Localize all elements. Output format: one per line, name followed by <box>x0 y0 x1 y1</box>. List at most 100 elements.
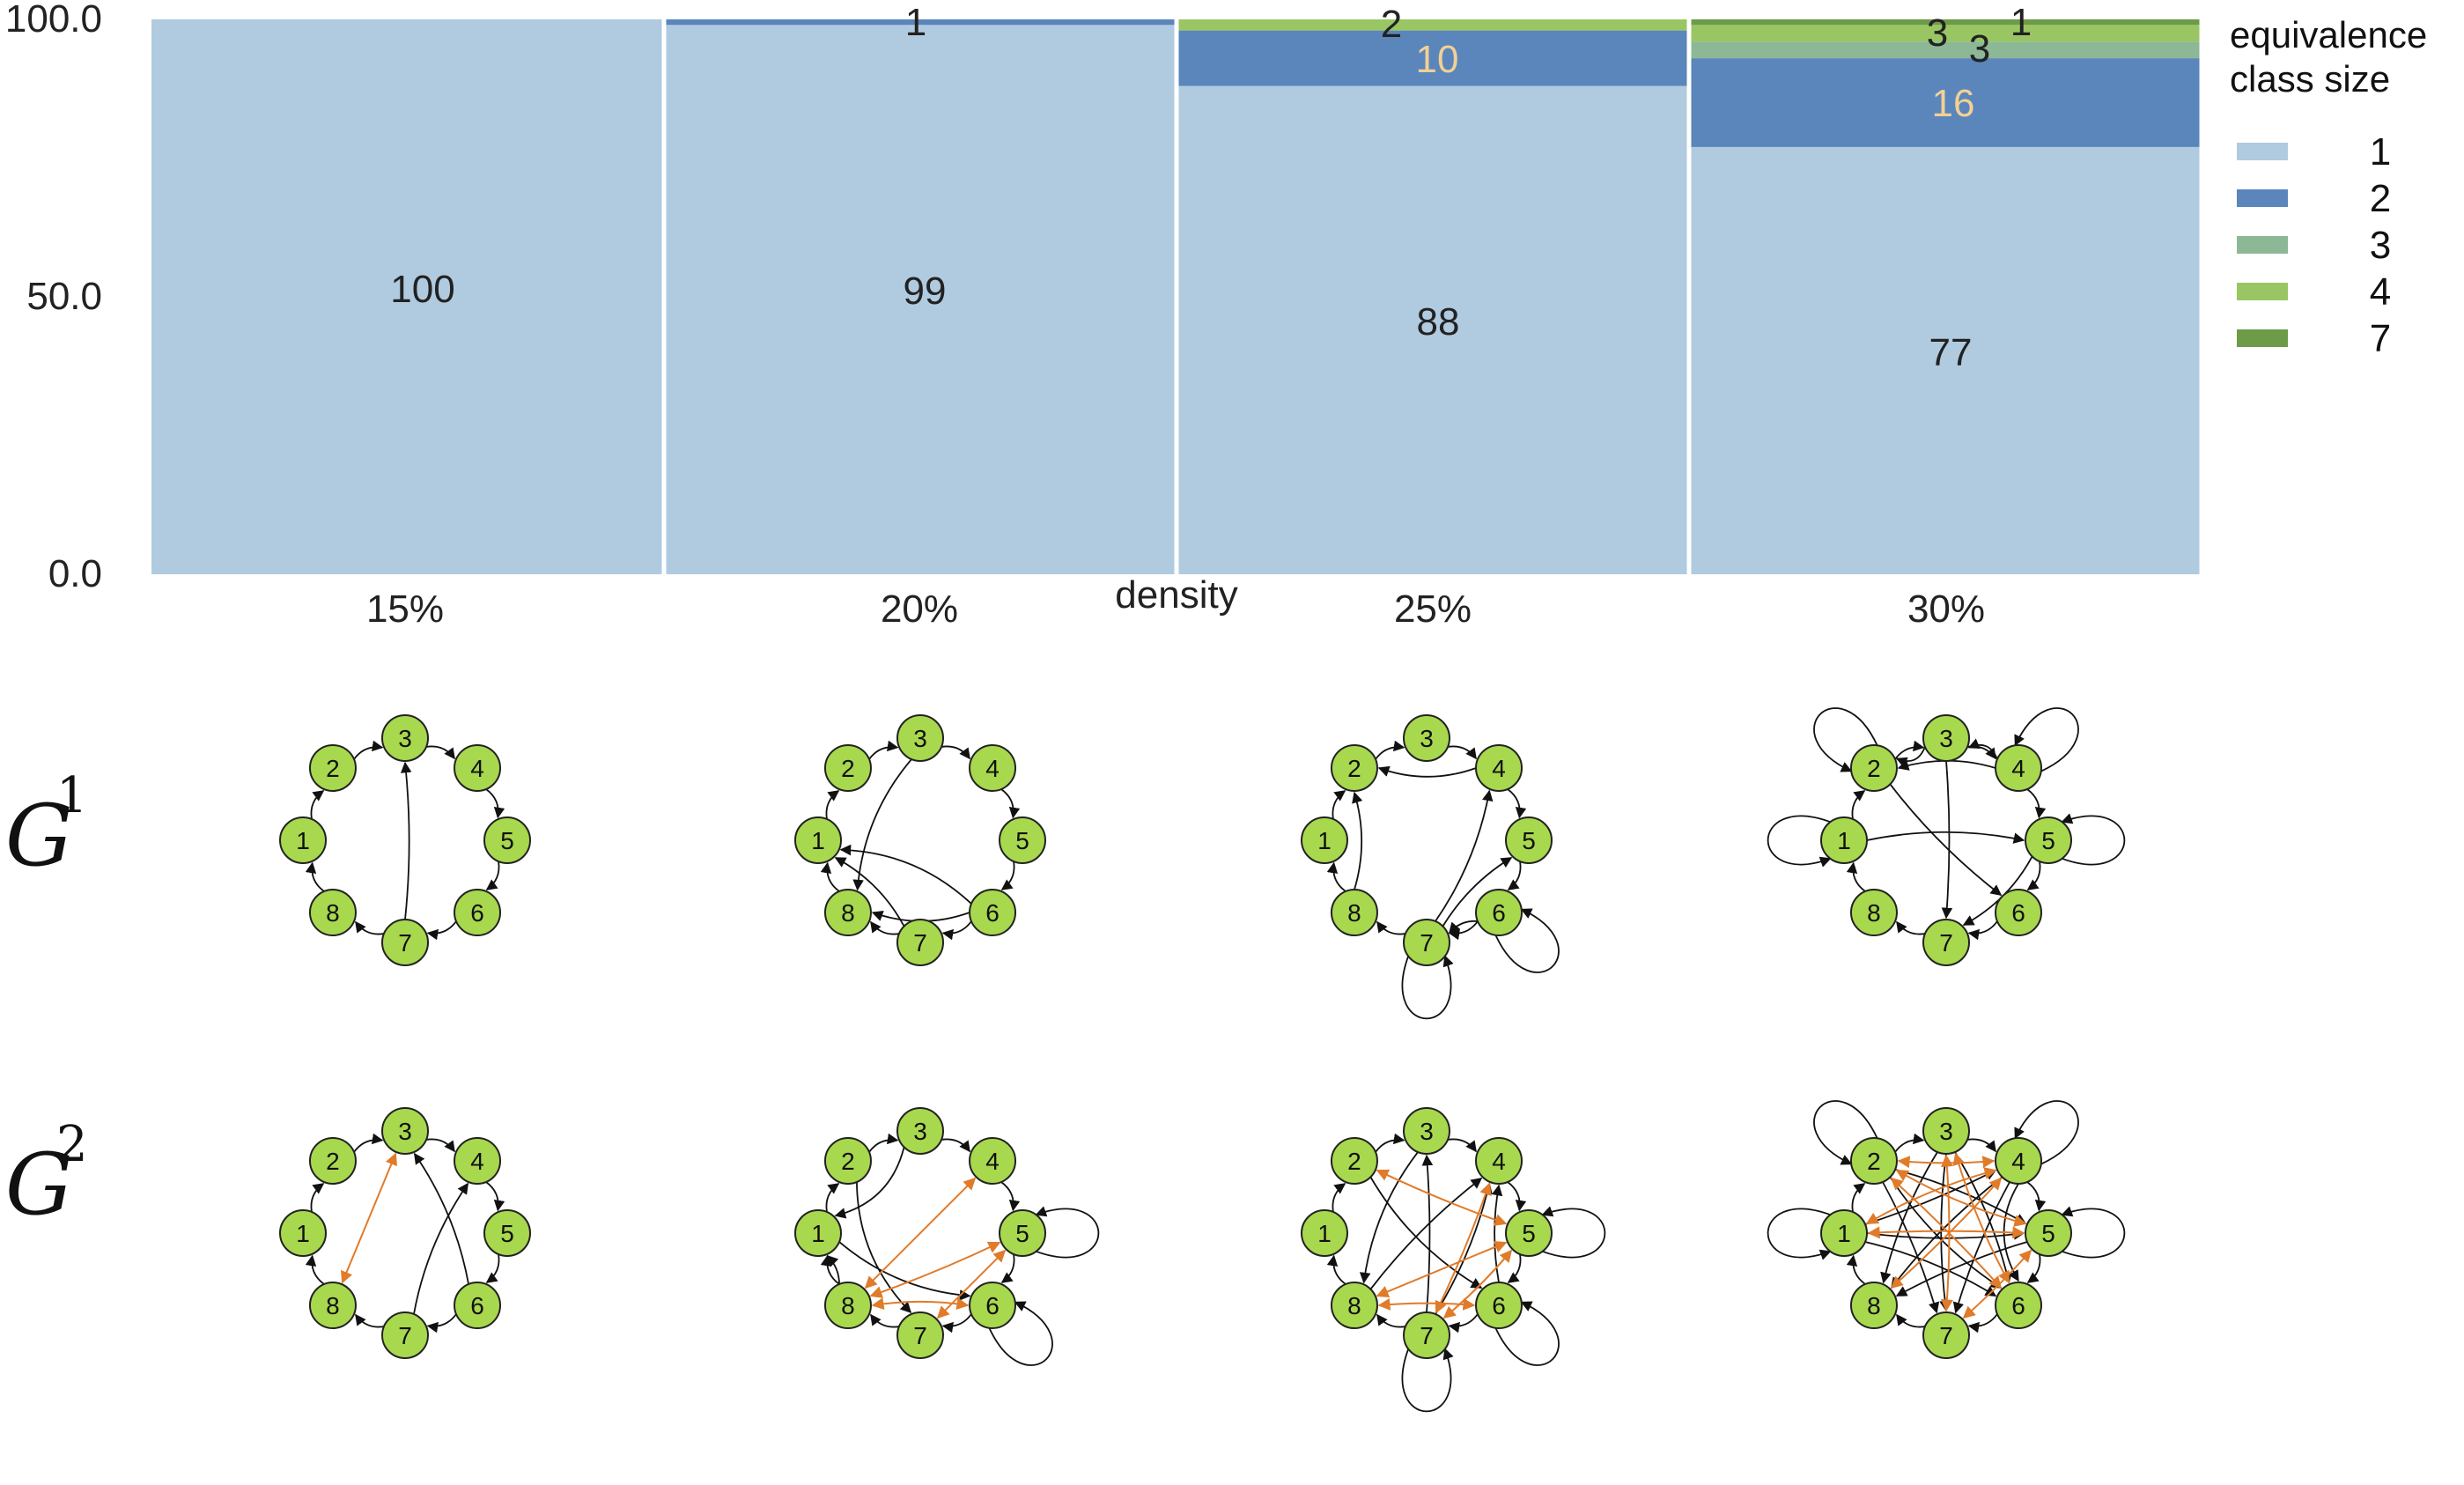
graph-edge <box>2026 788 2047 819</box>
graph-node-label: 8 <box>841 1292 855 1319</box>
graph-node-8 <box>1849 1282 1898 1330</box>
graph-edge <box>1889 783 2003 896</box>
graph-self-loop <box>1767 1208 1832 1260</box>
graph-self-loop <box>2014 707 2079 772</box>
graph-self-loop <box>1767 815 1832 868</box>
graph-node-1 <box>1301 1209 1348 1257</box>
bar-segment-25pct-size-2 <box>1178 30 1687 86</box>
network-g2-15pct: 1 2 3 4 5 6 7 8 <box>279 1107 531 1359</box>
graph-edge <box>1966 1138 1996 1153</box>
graph-edge <box>1375 740 1405 760</box>
graph-node-label: 4 <box>470 755 484 782</box>
graph-self-loop <box>1494 1301 1560 1366</box>
graph-node-label: 7 <box>398 929 412 957</box>
graph-edge <box>941 1138 970 1153</box>
x-tick-label: 20% <box>881 587 958 631</box>
graph-node-4 <box>969 1136 1017 1185</box>
graph-node-3 <box>1403 714 1450 762</box>
graph-node-4 <box>969 743 1017 792</box>
graph-node-6 <box>1475 1282 1523 1330</box>
data-label-30pct-size-4: 3 <box>1927 11 1948 55</box>
graph-edge <box>1377 765 1477 778</box>
graph-edge <box>1507 1253 1522 1283</box>
graph-edge <box>1967 1313 1998 1334</box>
x-tick-label: 25% <box>1394 587 1472 631</box>
graph-node-4 <box>1995 743 2043 792</box>
graph-node-label: 3 <box>1420 1118 1434 1145</box>
graph-self-loop <box>2061 1206 2126 1259</box>
graph-node-8 <box>823 889 872 937</box>
graph-node-label: 6 <box>470 1292 484 1319</box>
graph-edge <box>825 1183 840 1213</box>
graph-node-label: 7 <box>913 929 927 957</box>
legend-swatch-size-3 <box>2237 236 2288 254</box>
graph-edge <box>1000 1181 1021 1212</box>
graph-edge <box>1894 740 1925 760</box>
graph-edge <box>2026 1181 2047 1212</box>
graph-edge <box>1507 1181 1527 1212</box>
graph-node-label: 5 <box>1015 1220 1029 1247</box>
graph-edge <box>1421 1154 1434 1313</box>
graph-edge-bidirectional <box>936 1249 1007 1319</box>
graph-edge <box>353 740 384 760</box>
graph-node-label: 1 <box>296 827 310 854</box>
graph-node-5 <box>483 816 531 864</box>
graph-self-loop <box>1813 707 1878 772</box>
graph-node-8 <box>1330 1282 1378 1330</box>
graph-edge <box>1376 920 1406 935</box>
graph-edge <box>1894 1133 1925 1153</box>
graph-edge <box>310 790 325 820</box>
graph-node-8 <box>308 889 357 937</box>
graph-node-7 <box>1403 1311 1450 1359</box>
graph-node-8 <box>1849 889 1898 937</box>
graph-edge <box>1895 746 1926 768</box>
data-label-30pct-size-3: 3 <box>1969 27 1990 70</box>
graph-edge <box>1846 861 1866 892</box>
graph-node-label: 4 <box>985 1148 1000 1175</box>
network-g2-25pct: 1 2 3 4 5 6 7 8 <box>1301 1107 1606 1413</box>
graph-node-7 <box>1403 919 1450 966</box>
graph-node-6 <box>1995 1282 2043 1330</box>
graph-edge-bidirectional <box>871 1297 970 1311</box>
graph-node-1 <box>1301 816 1348 864</box>
graph-node-label: 8 <box>1347 899 1361 927</box>
data-label-30pct-size-2: 16 <box>1932 82 1975 125</box>
graph-edge <box>870 1313 900 1328</box>
legend-label-size-2: 2 <box>2370 177 2391 220</box>
graph-node-label: 6 <box>2011 899 2025 927</box>
graph-node-label: 2 <box>1347 755 1361 782</box>
graph-node-label: 1 <box>1317 1220 1332 1247</box>
bar-segment-30pct-size-4 <box>1691 25 2200 42</box>
graph-node-label: 5 <box>2041 1220 2055 1247</box>
graph-node-1 <box>794 1209 842 1257</box>
graph-node-label: 2 <box>841 755 855 782</box>
graph-node-label: 2 <box>841 1148 855 1175</box>
legend-title-line-2: class size <box>2230 58 2390 100</box>
graph-edge <box>305 1254 325 1285</box>
graph-edge-bidirectional <box>864 1177 977 1289</box>
graph-node-label: 8 <box>841 899 855 927</box>
legend-swatch-size-1 <box>2237 143 2288 160</box>
graph-node-2 <box>1330 1136 1378 1185</box>
graph-self-loop <box>1494 908 1560 973</box>
graph-node-label: 5 <box>500 827 514 854</box>
graph-node-label: 1 <box>296 1220 310 1247</box>
graph-node-6 <box>1475 889 1523 937</box>
graph-node-label: 4 <box>1492 755 1506 782</box>
graph-node-label: 3 <box>1939 1118 1953 1145</box>
graph-edge <box>1941 760 1953 920</box>
network-g1-15pct: 1 2 3 4 5 6 7 8 <box>279 714 531 966</box>
graph-node-label: 5 <box>1015 827 1029 854</box>
bar-segment-30pct-size-1 <box>1691 146 2200 574</box>
graph-node-2 <box>823 1136 872 1185</box>
network-g1-25pct: 1 2 3 4 5 6 7 8 <box>1301 714 1560 1020</box>
data-label-25pct-size-4: 2 <box>1381 3 1402 46</box>
graph-node-5 <box>1505 816 1553 864</box>
x-tick-label: 15% <box>366 587 444 631</box>
graph-edge <box>868 1133 899 1153</box>
graph-edge <box>1851 1183 1866 1213</box>
graph-edge <box>413 1182 469 1315</box>
network-g1-20pct: 1 2 3 4 5 6 7 8 <box>794 714 1046 966</box>
